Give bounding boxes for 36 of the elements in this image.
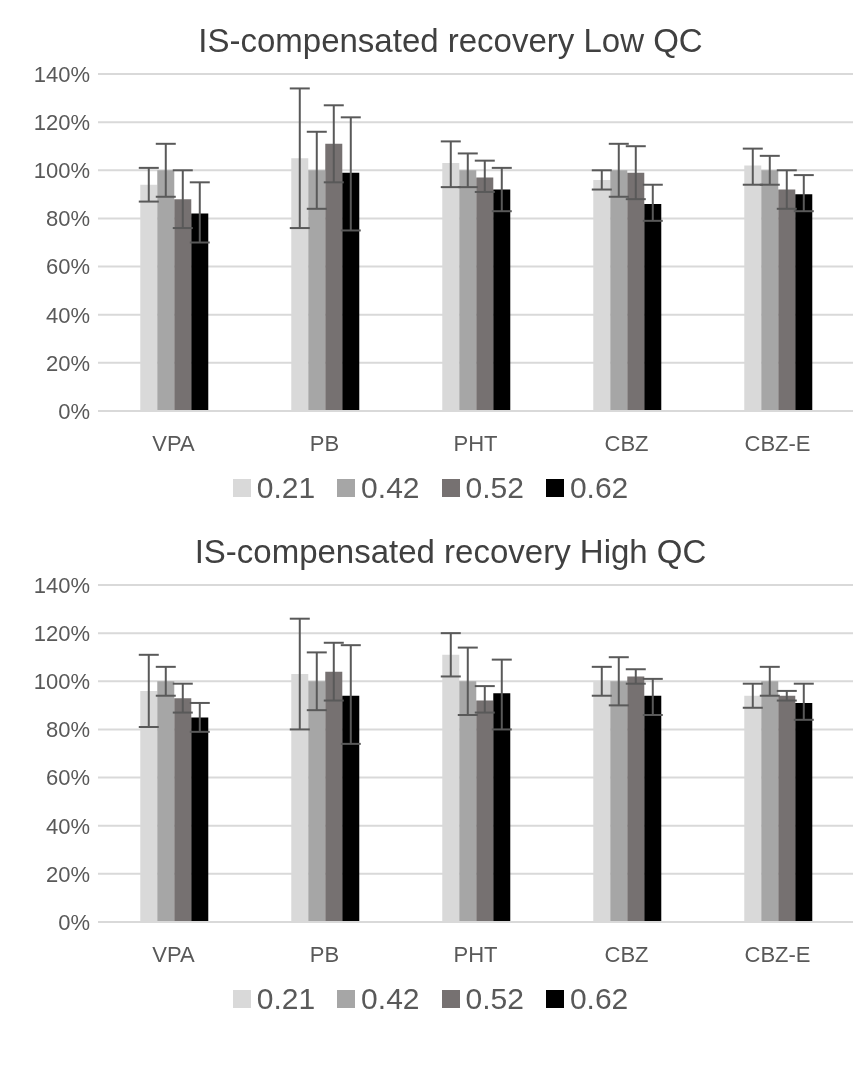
chart-title: IS-compensated recovery High QC (193, 532, 708, 571)
y-tick-label: 140% (33, 61, 90, 87)
legend-label: 0.42 (361, 471, 420, 505)
y-tick-label: 40% (45, 813, 90, 839)
y-tick-label: 40% (45, 302, 90, 328)
x-tick-label: CBZ-E (744, 941, 811, 967)
legend-label: 0.42 (361, 982, 420, 1016)
legend-label: 0.52 (465, 982, 524, 1016)
y-tick-label: 100% (33, 158, 90, 184)
y-tick-label: 120% (33, 620, 90, 646)
x-tick-label: PHT (453, 941, 498, 967)
y-tick-label: 140% (33, 572, 90, 598)
x-tick-label: PHT (453, 430, 498, 456)
x-tick-label: VPA (152, 941, 196, 967)
legend-label: 0.21 (256, 982, 316, 1016)
y-tick-label: 20% (45, 861, 90, 887)
y-tick-label: 100% (33, 669, 90, 695)
x-tick-label: PB (309, 941, 340, 967)
x-tick-label: PB (309, 430, 340, 456)
x-tick-label: VPA (152, 430, 196, 456)
y-tick-label: 80% (45, 717, 90, 743)
y-tick-label: 60% (45, 765, 90, 791)
legend-label: 0.62 (569, 982, 629, 1016)
y-tick-label: 20% (45, 350, 90, 376)
y-tick-label: 60% (45, 254, 90, 280)
legend-label: 0.52 (465, 471, 524, 505)
y-tick-label: 0% (58, 398, 90, 424)
legend-label: 0.21 (256, 471, 316, 505)
x-tick-label: CBZ (604, 941, 649, 967)
chart-title: IS-compensated recovery Low QC (197, 21, 704, 60)
x-tick-label: CBZ (604, 430, 649, 456)
y-tick-label: 80% (45, 206, 90, 232)
y-tick-label: 120% (33, 109, 90, 135)
y-tick-label: 0% (58, 909, 90, 935)
x-tick-label: CBZ-E (744, 430, 811, 456)
legend-label: 0.62 (569, 471, 629, 505)
